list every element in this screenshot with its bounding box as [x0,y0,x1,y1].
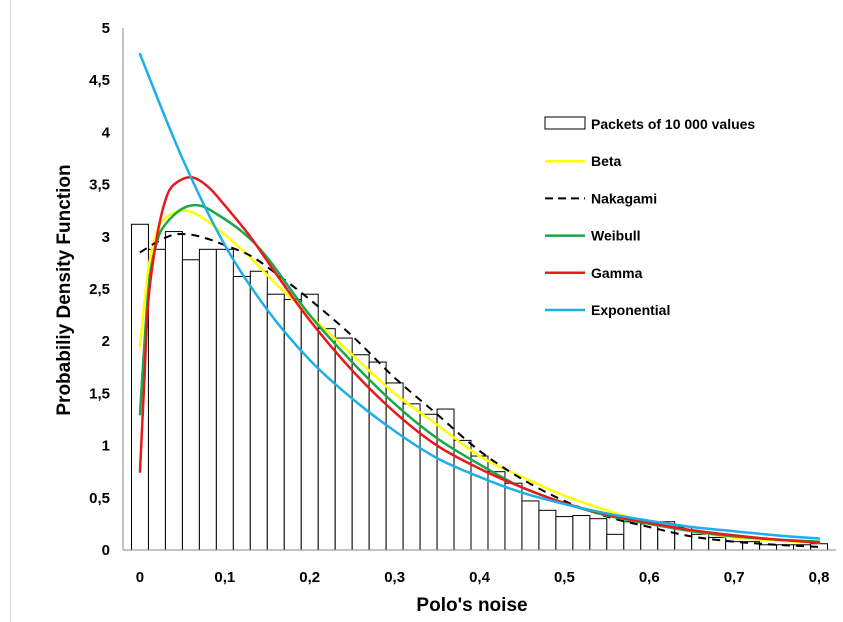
y-tick-label: 5 [102,20,110,37]
x-tick-labels: 0 0,1 0,2 0,3 0,4 0,5 0,6 0,7 0,8 [136,569,830,586]
histogram-bar [589,518,608,551]
histogram-bar [181,259,200,551]
x-axis-title: Polo's noise [416,595,527,616]
legend-label: Beta [591,153,622,169]
x-tick-label: 0,7 [724,569,745,586]
histogram-bar [623,521,642,551]
legend: Packets of 10 000 values Beta Nakagami Weib… [544,116,755,318]
histogram-bar [283,298,302,551]
y-tick-label: 0,5 [89,490,110,507]
histogram-bar [538,509,557,551]
x-tick-label: 0,5 [554,569,575,586]
axes [122,28,836,551]
x-tick-label: 0,6 [639,569,660,586]
fitted-curves [138,52,821,548]
y-tick-label: 1 [102,438,110,455]
histogram-bar [266,293,285,551]
histogram-bar [555,516,574,551]
curve-nakagami [139,232,820,548]
curve-exponential [138,52,821,540]
x-tick-label: 0,8 [809,569,830,586]
y-tick-label: 4 [102,124,111,141]
y-tick-label: 3 [102,229,110,246]
legend-swatch-histogram [544,116,586,130]
histogram-bar [606,533,625,551]
histogram-bar [521,500,540,551]
legend-label: Exponential [591,302,670,318]
x-tick-label: 0,1 [214,569,235,586]
histogram-bar [572,515,591,551]
histogram-bar [130,223,149,551]
x-tick-label: 0,2 [299,569,320,586]
x-tick-label: 0 [136,569,144,586]
y-tick-labels: 0 0,5 1 1,5 2 2,5 3 3,5 4 4,5 5 [89,20,111,559]
y-tick-label: 2 [102,333,110,350]
legend-label: Weibull [591,228,641,244]
histogram-bar [198,248,217,551]
histogram-bar [249,270,268,551]
histogram-bars [130,223,829,551]
histogram-bar [215,248,234,551]
y-tick-label: 4,5 [89,72,110,89]
histogram-bar [504,482,523,551]
histogram-bar [232,275,251,551]
left-border-line [10,0,11,622]
y-tick-label: 0 [102,542,110,559]
histogram-bar [334,337,353,551]
histogram-bar [317,328,336,551]
curve-gamma [138,176,821,544]
x-tick-label: 0,4 [469,569,491,586]
y-axis-title: Probabiliy Density Function [54,164,75,415]
histogram-bar [147,248,166,551]
y-tick-label: 2,5 [89,281,110,298]
y-tick-label: 1,5 [89,385,110,402]
x-tick-label: 0,3 [384,569,405,586]
y-tick-label: 3,5 [89,177,110,194]
histogram-bar [300,293,319,551]
legend-label: Packets of 10 000 values [591,116,755,132]
histogram-bar [691,533,710,551]
legend-label: Nakagami [591,190,657,206]
legend-label: Gamma [591,265,643,281]
histogram-bar [164,231,183,551]
